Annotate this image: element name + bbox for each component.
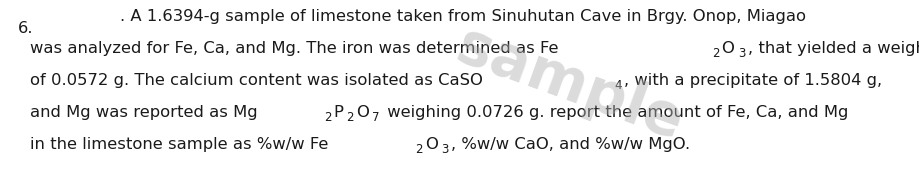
Text: P: P (333, 105, 343, 120)
Text: 4: 4 (614, 79, 621, 92)
Text: of 0.0572 g. The calcium content was isolated as CaSO: of 0.0572 g. The calcium content was iso… (30, 73, 482, 88)
Text: 7: 7 (372, 111, 380, 124)
Text: 2: 2 (711, 47, 719, 60)
Text: O: O (425, 137, 437, 152)
Text: was analyzed for Fe, Ca, and Mg. The iron was determined as Fe: was analyzed for Fe, Ca, and Mg. The iro… (30, 41, 558, 56)
Text: , %w/w CaO, and %w/w MgO.: , %w/w CaO, and %w/w MgO. (450, 137, 689, 152)
Text: O: O (720, 41, 733, 56)
Text: 6.: 6. (18, 21, 33, 36)
Text: in the limestone sample as %w/w Fe: in the limestone sample as %w/w Fe (30, 137, 328, 152)
Text: and Mg was reported as Mg: and Mg was reported as Mg (30, 105, 257, 120)
Text: 2: 2 (346, 111, 353, 124)
Text: , with a precipitate of 1.5804 g,: , with a precipitate of 1.5804 g, (623, 73, 881, 88)
Text: , that yielded a weight: , that yielded a weight (747, 41, 919, 56)
Text: O: O (356, 105, 369, 120)
Text: 3: 3 (441, 143, 448, 156)
Text: 3: 3 (737, 47, 744, 60)
Text: 2: 2 (323, 111, 331, 124)
Text: . A 1.6394-g sample of limestone taken from Sinuhutan Cave in Brgy. Onop, Miagao: . A 1.6394-g sample of limestone taken f… (119, 9, 805, 24)
Text: sample: sample (448, 18, 690, 152)
Text: 2: 2 (414, 143, 422, 156)
Text: weighing 0.0726 g. report the amount of Fe, Ca, and Mg: weighing 0.0726 g. report the amount of … (381, 105, 847, 120)
